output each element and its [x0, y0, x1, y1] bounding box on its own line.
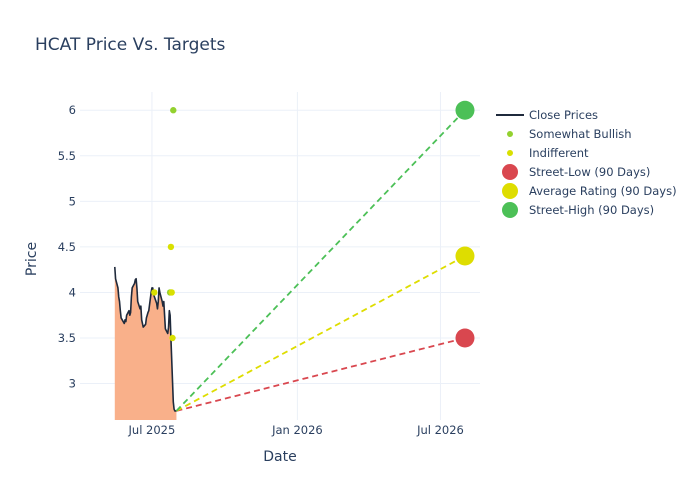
y-tick-label: 3: [69, 377, 76, 391]
legend: Close Prices Somewhat Bullish Indifferent S…: [496, 108, 677, 218]
y-tick-label: 6: [69, 103, 76, 117]
legend-swatch-street-high-90-days: [502, 202, 518, 218]
x-axis-title: Date: [263, 449, 296, 465]
close-price-area: [114, 266, 177, 420]
y-tick-label: 3.5: [58, 331, 76, 345]
legend-label-street-high-90-days: Street-High (90 Days): [529, 203, 654, 217]
legend-label-indifferent: Indifferent: [529, 146, 589, 160]
legend-swatch-somewhat-bullish: [507, 131, 513, 137]
legend-swatch-street-low-90-days: [502, 164, 518, 180]
somewhat-bullish-marker: [170, 107, 177, 114]
x-tick-label: Jul 2026: [416, 423, 464, 437]
legend-swatch-average-rating-90-days: [502, 183, 518, 199]
indifferent-marker: [169, 334, 176, 342]
y-axis-title: Price: [24, 242, 40, 276]
street-high-90-days-target-marker: [455, 100, 475, 120]
indifferent-marker: [168, 289, 175, 296]
average-rating-90-days-target-line: [176, 255, 466, 412]
data-layer: [113, 100, 475, 420]
y-tick-label: 4.5: [58, 240, 76, 254]
legend-swatch-indifferent: [507, 150, 513, 156]
legend-label-average-rating-90-days: Average Rating (90 Days): [529, 184, 677, 198]
legend-label-somewhat-bullish: Somewhat Bullish: [529, 127, 632, 141]
average-rating-90-days-target-marker: [455, 246, 475, 266]
plot-area: [113, 107, 466, 420]
x-tick-label: Jan 2026: [271, 423, 323, 437]
close-price-line: [113, 266, 177, 412]
y-tick-label: 5: [69, 194, 76, 208]
y-tick-label: 4: [69, 285, 76, 299]
indifferent-marker: [151, 289, 158, 296]
indifferent-marker: [167, 243, 175, 251]
legend-label-close-prices: Close Prices: [529, 108, 598, 122]
y-tick-label: 5.5: [58, 149, 76, 163]
chart-title: HCAT Price Vs. Targets: [35, 35, 226, 55]
tick-layer: 3 3.5 4 4.5 5 5.5 6 Jul 2025 Jan 2026 Jul 2026: [58, 103, 464, 437]
x-tick-label: Jul 2025: [128, 423, 176, 437]
street-low-90-days-target-marker: [455, 328, 475, 348]
legend-label-street-low-90-days: Street-Low (90 Days): [529, 165, 650, 179]
